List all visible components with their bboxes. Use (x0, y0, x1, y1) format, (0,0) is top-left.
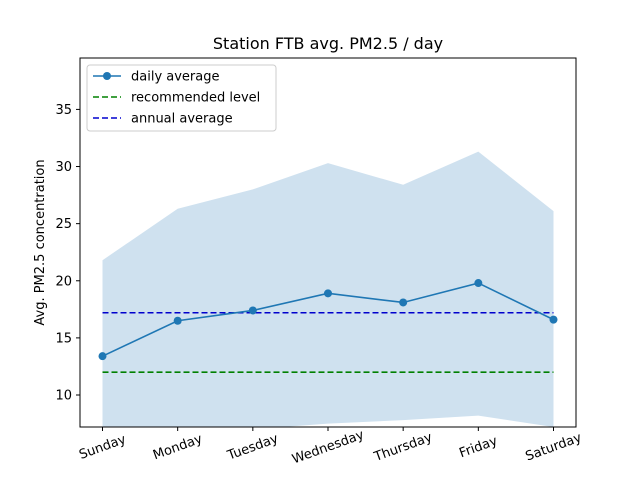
legend-box (86, 64, 277, 132)
chart-title: Station FTB avg. PM2.5 / day (213, 34, 443, 53)
daily-average-point (474, 279, 483, 288)
x-tick-label: Wednesday (290, 427, 366, 467)
y-tick-label: 15 (55, 331, 72, 346)
y-tick-label: 30 (55, 160, 72, 175)
x-tick-label: Sunday (77, 432, 128, 463)
legend-daily-average-marker (103, 72, 111, 80)
legend-recommended-level-label: recommended level (131, 91, 260, 106)
daily-average-point (549, 315, 558, 324)
y-axis-label: Avg. PM2.5 concentration (33, 159, 48, 325)
x-tick-label: Saturday (524, 430, 584, 464)
legend-daily-average-label: daily average (131, 70, 220, 85)
daily-average-point (98, 352, 107, 361)
x-tick-label: Monday (151, 432, 205, 464)
daily-average-point (173, 316, 182, 325)
legend-annual-average-label: annual average (131, 112, 233, 127)
y-tick-label: 35 (55, 103, 72, 118)
x-tick-label: Tuesday (225, 431, 281, 464)
daily-average-point (324, 289, 332, 298)
x-tick-label: Friday (457, 434, 499, 462)
x-tick-label: Thursday (371, 430, 434, 465)
y-tick-label: 20 (55, 274, 72, 289)
daily-average-point (399, 298, 408, 307)
legend: daily average recommended level annual ave… (86, 64, 277, 132)
y-tick-label: 25 (55, 217, 72, 232)
y-tick-label: 10 (55, 389, 72, 404)
daily-average-point (248, 306, 257, 315)
